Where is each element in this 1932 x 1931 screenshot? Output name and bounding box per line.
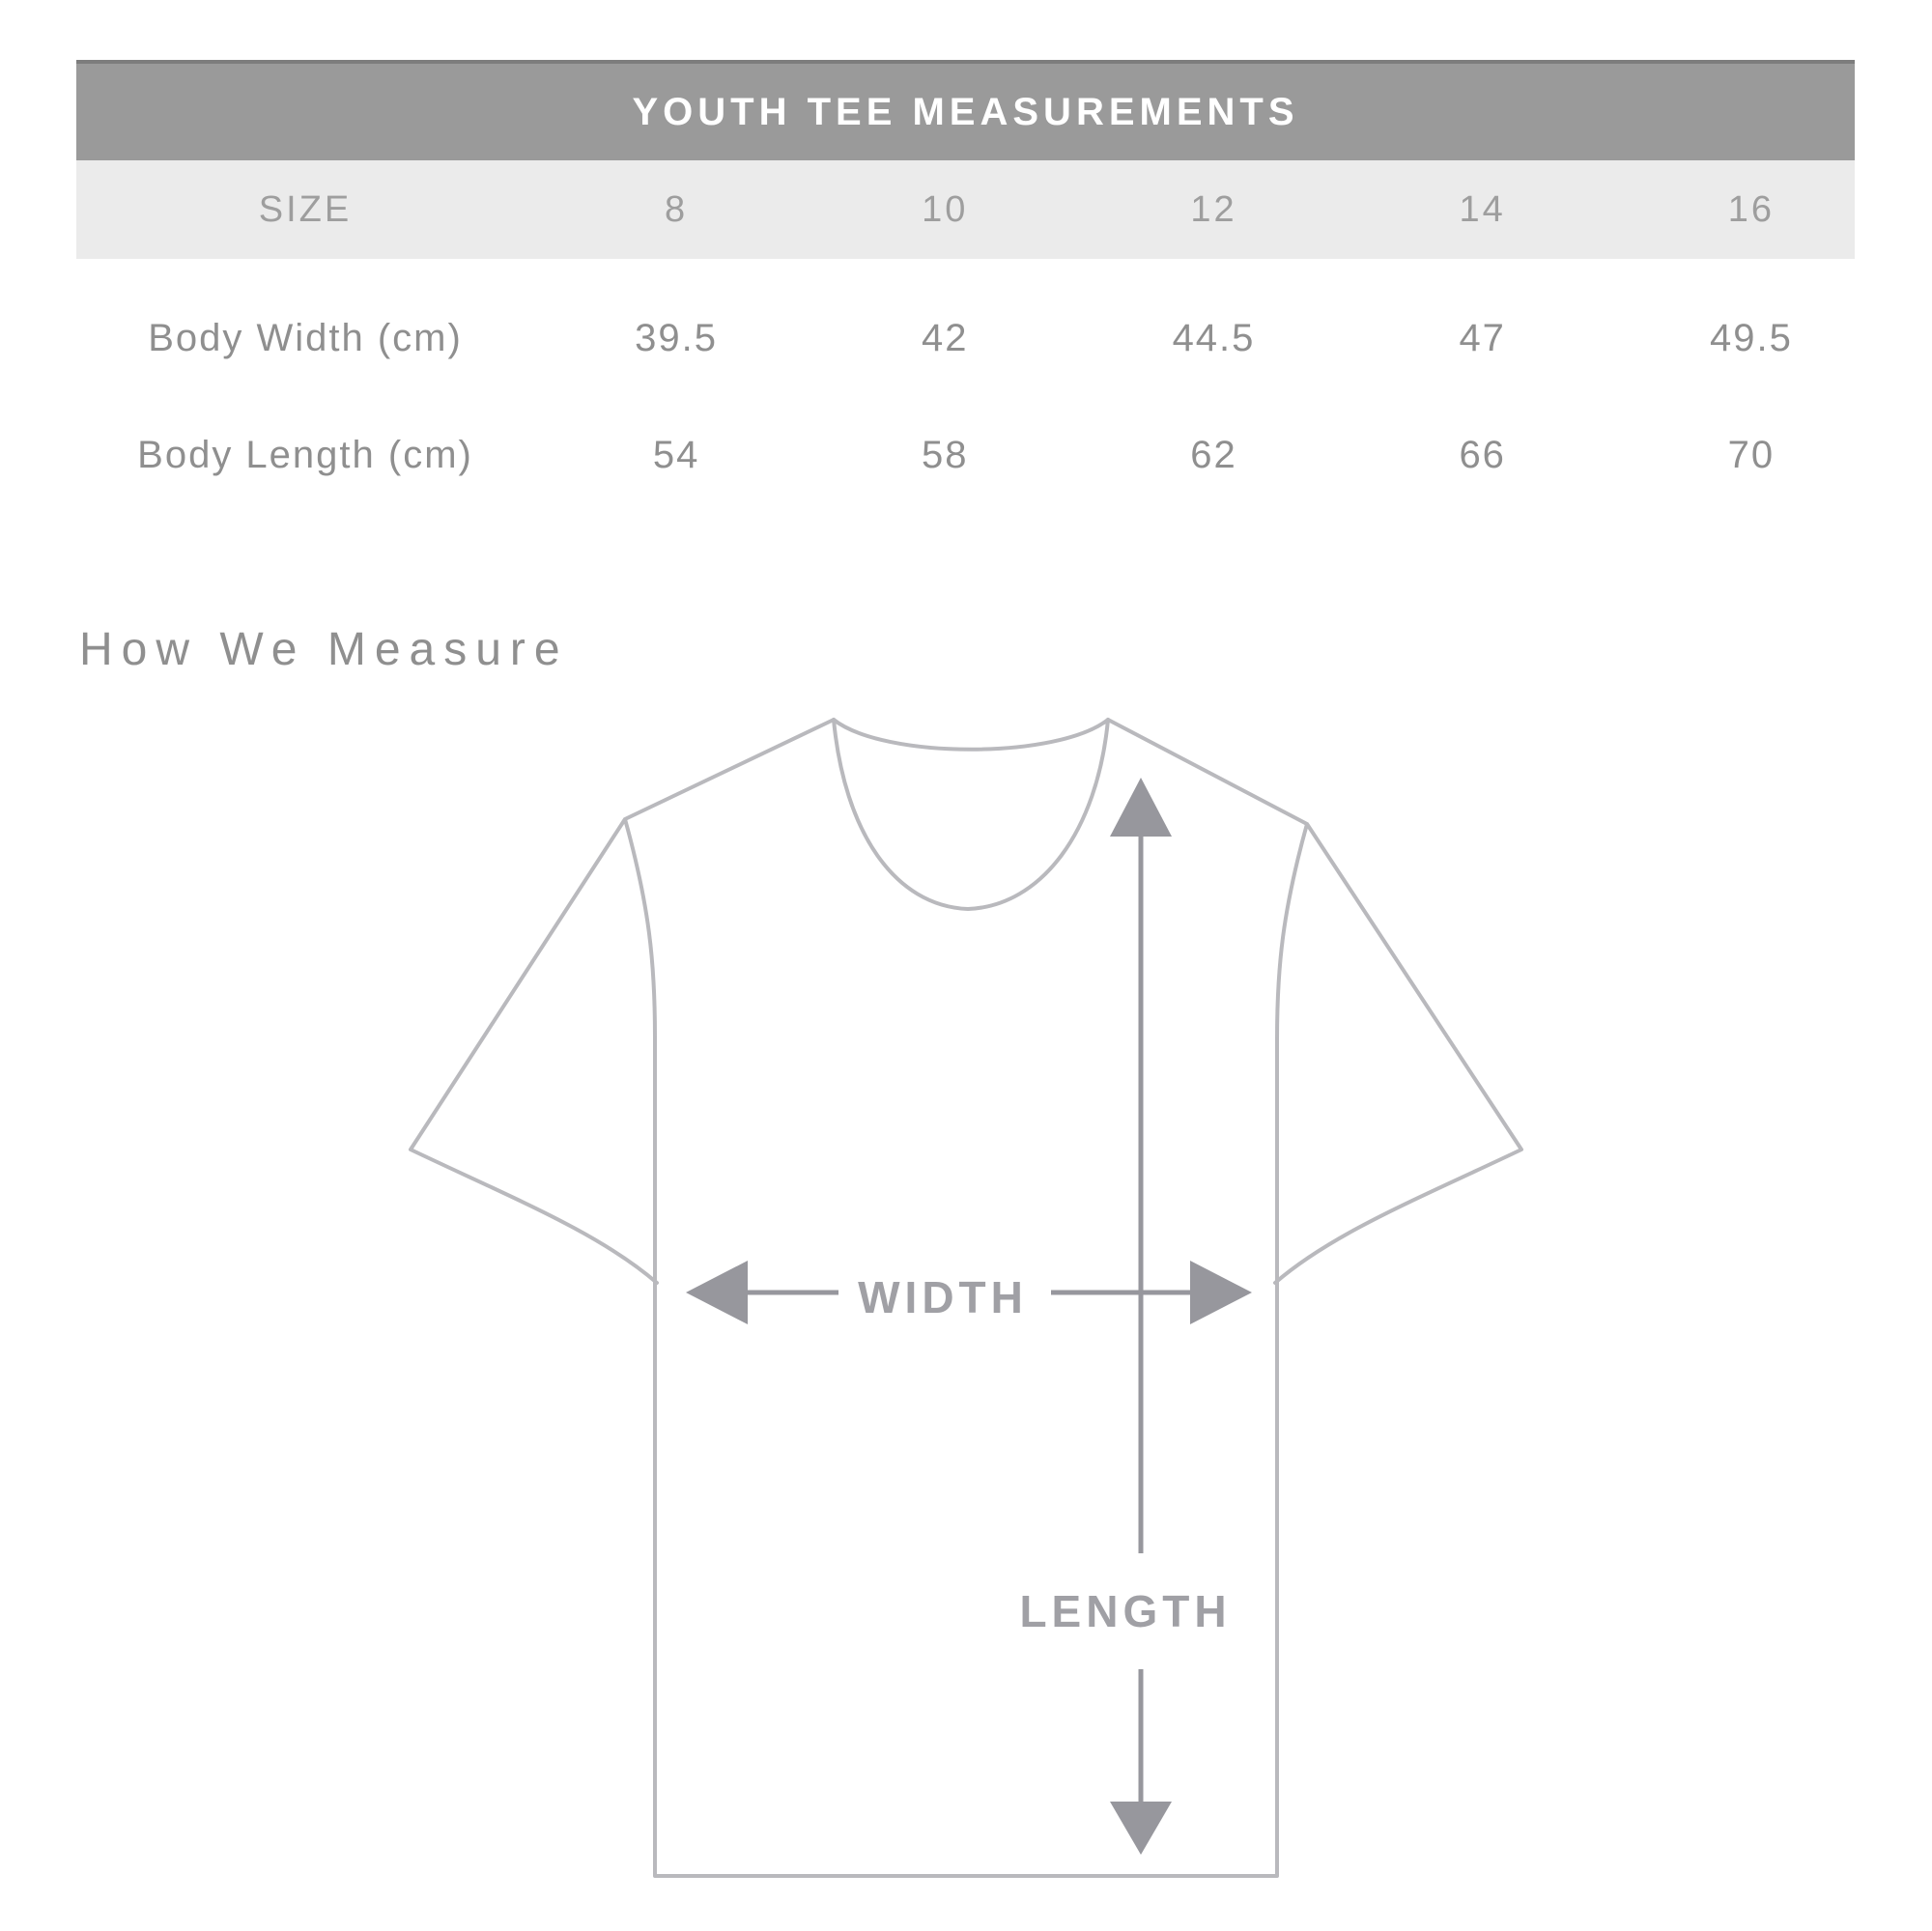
tshirt-collar <box>832 718 1110 911</box>
table-row-body-width: Body Width (cm) 39.5 42 44.5 47 49.5 <box>76 280 1855 397</box>
size-column-16: 16 <box>1727 188 1776 230</box>
cell-value: 66 <box>1459 434 1506 476</box>
size-column-10: 10 <box>922 188 969 230</box>
cell-value: 42 <box>922 317 969 359</box>
size-column-12: 12 <box>1190 188 1237 230</box>
measurements-table: YOUTH TEE MEASUREMENTS SIZE 8 10 12 14 1… <box>76 60 1855 514</box>
width-arrowhead-left <box>686 1261 748 1324</box>
cell-value: 39.5 <box>635 317 719 359</box>
width-label: WIDTH <box>858 1272 1028 1322</box>
width-arrowhead-right <box>1190 1261 1252 1324</box>
tshirt-outline <box>409 718 1523 1878</box>
cell-value: 49.5 <box>1709 317 1793 359</box>
cell-value: 44.5 <box>1172 317 1256 359</box>
table-title: YOUTH TEE MEASUREMENTS <box>76 60 1855 160</box>
cell-value: 58 <box>922 434 969 476</box>
cell-value: 47 <box>1459 317 1506 359</box>
size-header-label: SIZE <box>258 188 353 230</box>
table-row-body-length: Body Length (cm) 54 58 62 66 70 <box>76 397 1855 514</box>
cell-value: 62 <box>1190 434 1237 476</box>
size-column-14: 14 <box>1459 188 1506 230</box>
table-body: Body Width (cm) 39.5 42 44.5 47 49.5 Bod… <box>76 280 1855 514</box>
length-arrowhead-down <box>1110 1802 1172 1855</box>
size-header-row: SIZE 8 10 12 14 16 <box>76 160 1855 259</box>
length-arrow: LENGTH <box>1019 778 1231 1855</box>
size-column-8: 8 <box>665 188 689 230</box>
cell-value: 70 <box>1727 434 1776 476</box>
cell-value: 54 <box>652 434 700 476</box>
tshirt-measurement-diagram: LENGTH WIDTH <box>409 718 1523 1878</box>
how-we-measure-heading: How We Measure <box>79 624 569 675</box>
width-arrow: WIDTH <box>686 1261 1252 1324</box>
length-label: LENGTH <box>1019 1586 1231 1636</box>
length-arrowhead-up <box>1110 778 1172 837</box>
row-label: Body Width (cm) <box>148 317 463 359</box>
row-label: Body Length (cm) <box>137 434 473 476</box>
